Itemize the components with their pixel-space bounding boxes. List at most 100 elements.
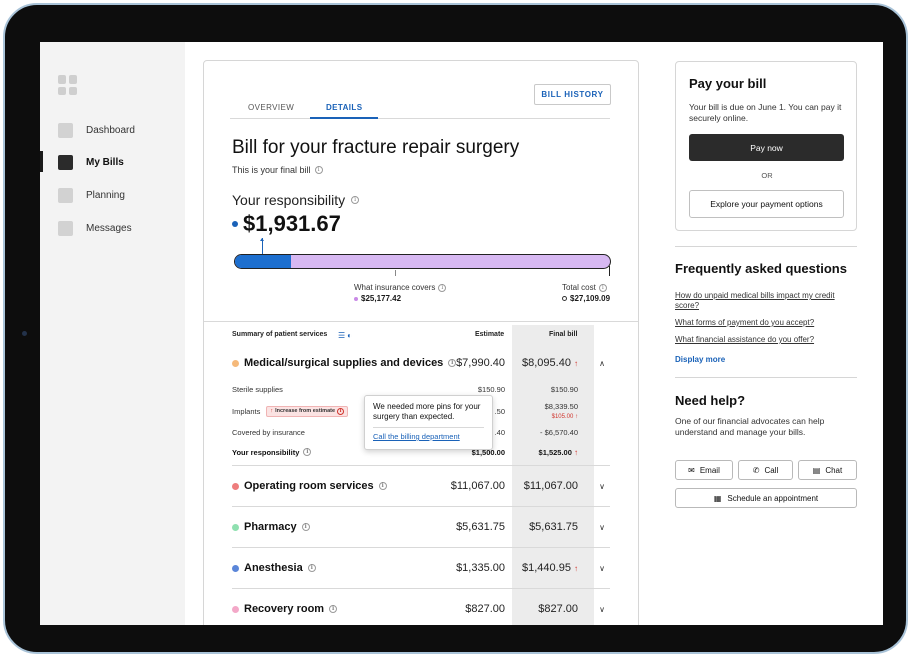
detail-final: - $6,570.40	[540, 427, 578, 437]
responsibility-bar-fill	[235, 255, 292, 268]
total-amount: $27,109.09	[562, 294, 610, 303]
info-icon[interactable]: i	[598, 283, 607, 292]
category-color-dot	[232, 523, 239, 531]
category-final-value: $1,440.95	[522, 562, 571, 574]
section-divider	[675, 377, 857, 378]
category-name: Recovery room i	[244, 603, 338, 615]
pay-bill-card: Pay your bill Your bill is due on June 1…	[675, 61, 857, 231]
camera-dot	[22, 331, 27, 336]
sidebar-item-label: Messages	[86, 222, 132, 234]
category-estimate: $827.00	[465, 603, 505, 615]
insurance-amount-value: $25,177.42	[361, 294, 402, 303]
call-billing-link[interactable]: Call the billing department	[373, 432, 460, 441]
bill-history-button[interactable]: BILL HISTORY	[534, 84, 611, 105]
call-button[interactable]: ✆ Call	[738, 460, 793, 480]
explore-payment-options-button[interactable]: Explore your payment options	[689, 190, 844, 218]
tab-bar: OVERVIEW DETAILS	[230, 97, 610, 119]
detail-final: $1,525.00 ↑	[539, 448, 578, 457]
detail-row-sterile: Sterile supplies $150.90 $150.90	[232, 383, 610, 395]
bill-details-card: OVERVIEW DETAILS BILL HISTORY Bill for y…	[203, 60, 639, 625]
responsibility-label: Your responsibility i	[232, 192, 360, 208]
detail-final-value: $8,339.50	[544, 402, 578, 411]
total-label: Total cost i	[562, 283, 607, 292]
sidebar-item-my-bills[interactable]: My Bills	[58, 154, 124, 170]
increase-tooltip: We needed more pins for your surgery tha…	[364, 395, 493, 450]
chat-button[interactable]: ▤ Chat	[798, 460, 857, 480]
bills-icon	[58, 154, 73, 170]
faq-link-credit[interactable]: How do unpaid medical bills impact my cr…	[675, 291, 835, 310]
email-button[interactable]: ✉ Email	[675, 460, 733, 480]
category-row-operating-room[interactable]: Operating room services i $11,067.00 $11…	[232, 476, 610, 496]
info-icon[interactable]: i	[329, 605, 338, 613]
responsibility-pointer	[260, 238, 264, 254]
increase-badge[interactable]: ↑ Increase from estimate i	[266, 405, 349, 417]
section-divider	[675, 246, 857, 247]
detail-estimate: .50	[494, 406, 505, 416]
tab-overview[interactable]: OVERVIEW	[248, 103, 295, 112]
category-color-dot	[232, 482, 239, 490]
category-name: Operating room services i	[244, 480, 387, 492]
tab-details[interactable]: DETAILS	[326, 103, 363, 112]
category-name-text: Medical/surgical supplies and devices	[244, 357, 444, 369]
info-icon[interactable]: i	[301, 523, 310, 531]
bill-subtitle: This is your final bill i	[232, 165, 323, 175]
faq-link-financial-assistance[interactable]: What financial assistance do you offer?	[675, 335, 815, 344]
category-estimate: $1,335.00	[456, 562, 505, 574]
total-dot-icon	[562, 296, 567, 301]
category-name-text: Operating room services	[244, 480, 374, 492]
responsibility-label-text: Your responsibility	[232, 192, 346, 208]
category-row-recovery-room[interactable]: Recovery room i $827.00 $827.00 ∨	[232, 599, 610, 619]
category-final: $11,067.00	[523, 480, 578, 492]
detail-final-value: $1,525.00	[538, 447, 572, 457]
or-divider-text: OR	[761, 171, 773, 180]
category-estimate: $11,067.00	[450, 480, 505, 492]
category-name-text: Recovery room	[244, 603, 325, 615]
sidebar-item-messages[interactable]: Messages	[58, 220, 132, 236]
chevron-down-icon[interactable]: ∨	[599, 481, 605, 491]
detail-row-covered: Covered by insurance .40 - $6,570.40	[232, 426, 610, 438]
email-icon: ✉	[688, 465, 695, 475]
info-icon[interactable]: i	[351, 196, 360, 204]
category-final: $5,631.75	[529, 521, 578, 533]
chevron-up-icon[interactable]: ∧	[599, 358, 605, 368]
info-icon[interactable]: i	[448, 359, 457, 367]
increase-arrow-icon: ↑	[574, 447, 578, 457]
row-divider	[232, 506, 610, 507]
detail-increase-note: $105.00 ↑	[551, 414, 578, 420]
tooltip-text: We needed more pins for your surgery tha…	[373, 402, 481, 421]
sidebar-item-planning[interactable]: Planning	[58, 187, 125, 203]
sidebar-item-dashboard[interactable]: Dashboard	[58, 122, 135, 138]
view-toggle-icons[interactable]: ☰◐	[338, 331, 355, 340]
display-more-link[interactable]: Display more	[675, 355, 726, 364]
screen: Dashboard My Bills Planning Messages OVE…	[40, 42, 883, 625]
sidebar-item-label: My Bills	[86, 156, 124, 168]
category-row-supplies[interactable]: Medical/surgical supplies and devices i …	[232, 353, 610, 373]
category-name: Pharmacy i	[244, 521, 310, 533]
detail-final: $150.90	[550, 384, 578, 394]
pay-now-button[interactable]: Pay now	[689, 134, 844, 161]
info-icon[interactable]: i	[307, 564, 316, 572]
info-icon[interactable]: i	[438, 283, 447, 292]
total-label-text: Total cost	[562, 283, 596, 292]
info-icon[interactable]: i	[378, 482, 387, 490]
chevron-down-icon[interactable]: ∨	[599, 604, 605, 614]
info-icon[interactable]: i	[314, 166, 323, 174]
total-pointer	[609, 266, 610, 276]
help-description: One of our financial advocates can help …	[675, 416, 825, 437]
chevron-down-icon[interactable]: ∨	[599, 522, 605, 532]
schedule-appointment-button[interactable]: ▦ Schedule an appointment	[675, 488, 857, 508]
chevron-down-icon[interactable]: ∨	[599, 563, 605, 573]
insurance-dot-icon	[354, 296, 358, 301]
info-icon[interactable]: i	[303, 448, 312, 456]
responsibility-amount: $1,931.67	[232, 211, 341, 237]
row-divider	[232, 547, 610, 548]
faq-link-payment-forms[interactable]: What forms of payment do you accept?	[675, 318, 815, 327]
schedule-button-label: Schedule an appointment	[727, 493, 819, 503]
category-name: Anesthesia i	[244, 562, 316, 574]
category-row-pharmacy[interactable]: Pharmacy i $5,631.75 $5,631.75 ∨	[232, 517, 610, 537]
responsibility-amount-value: $1,931.67	[243, 211, 341, 236]
category-name: Medical/surgical supplies and devices i	[244, 357, 457, 369]
increase-arrow-icon: ↑	[574, 564, 578, 573]
apps-grid-icon[interactable]	[58, 75, 78, 95]
category-row-anesthesia[interactable]: Anesthesia i $1,335.00 $1,440.95 ↑ ∨	[232, 558, 610, 578]
